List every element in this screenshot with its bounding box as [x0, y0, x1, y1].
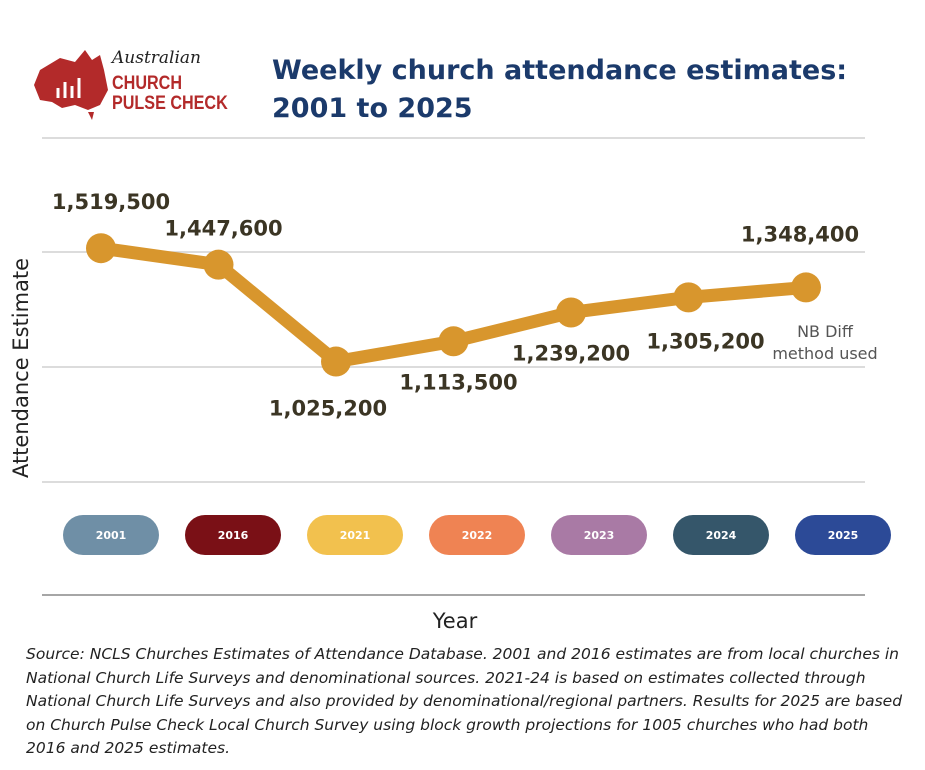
- x-tick-label: 2016: [218, 529, 249, 542]
- point: [673, 282, 704, 313]
- logo-icon: [56, 78, 81, 98]
- year-pill: [307, 515, 403, 555]
- year-pill: [795, 515, 891, 555]
- source-note: Source: NCLS Churches Estimates of Atten…: [26, 645, 903, 757]
- data-label: 1,348,400: [741, 222, 859, 246]
- x-tick-label: 2023: [584, 529, 615, 542]
- year-pill: [673, 515, 769, 555]
- point: [556, 297, 586, 328]
- year-pill: [63, 515, 159, 555]
- logo-text: Australian: [112, 48, 202, 68]
- point: [791, 272, 821, 303]
- x-tick-label: 2022: [462, 529, 493, 542]
- x-tick-label: 2024: [706, 529, 737, 542]
- logo-map: [88, 112, 94, 120]
- data-label: 1,025,200: [269, 397, 387, 421]
- data-label: 1,447,600: [164, 217, 282, 241]
- x-tick-label: 2001: [96, 529, 127, 542]
- logo-text: CHURCH PULSE CHECK: [112, 74, 228, 114]
- year-pill: [551, 515, 647, 555]
- data-label: 1,113,500: [399, 370, 517, 394]
- x-tick-label: 2021: [340, 529, 371, 542]
- point: [321, 346, 351, 377]
- logo-text: CHURCH: [112, 73, 182, 94]
- point: [203, 249, 234, 280]
- x-axis-label: Year: [432, 609, 478, 633]
- y-axis-label: Attendance Estimate: [9, 258, 33, 478]
- year-pill: [429, 515, 525, 555]
- logo-text: PULSE CHECK: [112, 93, 228, 114]
- data-label: 1,239,200: [512, 341, 630, 365]
- chart-title: Weekly church attendance estimates: 2001…: [272, 55, 848, 124]
- x-tick-label: 2025: [828, 529, 859, 542]
- annotation: NB Diff method used: [772, 322, 877, 363]
- data-label: 1,305,200: [646, 329, 764, 353]
- point: [86, 233, 116, 264]
- year-pill: [185, 515, 281, 555]
- point: [438, 326, 469, 357]
- logo-map: [34, 50, 108, 110]
- data-label: 1,519,500: [52, 190, 170, 214]
